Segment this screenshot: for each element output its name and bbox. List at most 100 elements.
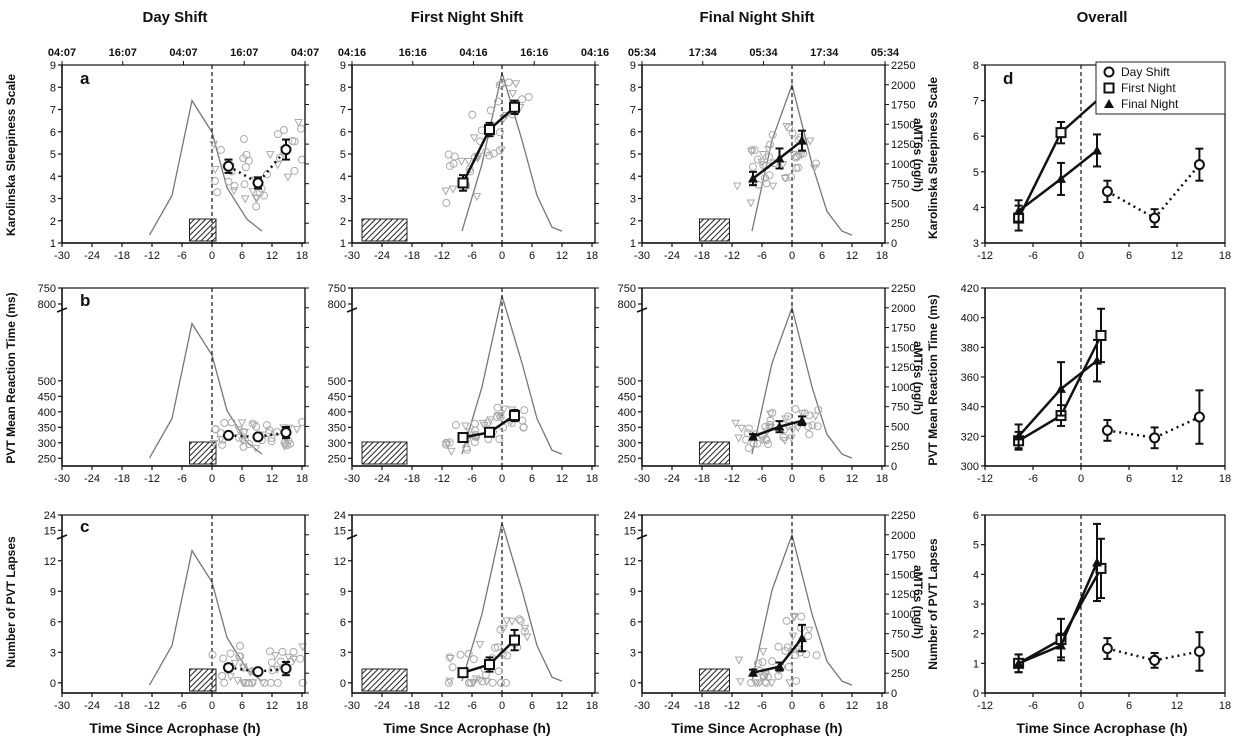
y-tick-label: 350 [328,422,346,434]
x-tick-label: -30 [54,250,70,262]
y-tick-label: 450 [328,391,346,403]
individual-point [469,655,478,664]
individual-point [781,173,790,182]
individual-point [461,422,470,431]
panel-frame [641,64,886,244]
y-tick-label: 6 [340,127,346,139]
mean-marker [509,634,520,646]
individual-point [813,422,822,431]
y2-tick-label: 1750 [891,323,915,335]
mean-marker [1101,643,1113,654]
mean-marker [223,160,234,172]
y-tick-label: 380 [961,342,979,354]
y-tick-label: 6 [50,127,56,139]
individual-point [211,425,220,434]
individual-point [270,652,280,661]
individual-point [493,412,502,421]
y2-tick-label: 2250 [891,283,915,295]
x-tick-label: -12 [434,473,450,485]
y-tick-label: 750 [328,283,346,295]
y-tick-label: 3 [630,194,636,206]
legend-label-final-night: Final Night [1121,97,1179,111]
x-tick-label: 18 [876,700,888,712]
individual-point [290,137,299,146]
legend-marker-day [1103,66,1115,78]
x-tick-label: -18 [114,473,130,485]
x-tick-label: -12 [977,250,993,262]
x-tick-label: -24 [664,473,680,485]
individual-point [795,648,804,657]
y-tick-label: 1 [340,238,346,250]
x-tick-label: 0 [209,250,215,262]
individual-point [448,663,457,672]
x-tick-label: 6 [819,473,825,485]
x-tick-label: 18 [1219,473,1231,485]
mean-marker [1149,654,1161,666]
individual-point [445,438,454,447]
y2-tick-label: 2250 [891,510,915,522]
individual-point [465,428,474,437]
y-tick-label: 500 [618,376,636,388]
column-title-first-night: First Night Shift [411,9,524,26]
individual-point [774,671,783,680]
individual-point [747,678,756,687]
individual-point [283,173,293,182]
x-tick-label: -30 [54,473,70,485]
panel-r1-c1: 250 300 350 400 450 500 750 800 -30 -24 -18 -12 -6 0 6… [328,283,599,485]
mean-marker [1013,658,1024,668]
y2-tick-label: 500 [891,648,909,660]
individual-point [789,613,799,623]
y2-tick-label: 1500 [891,342,915,354]
amt6s-profile [461,522,563,682]
x-tick-label: -6 [467,700,477,712]
x-tick-label: -12 [724,473,740,485]
x-tick-label: 12 [846,473,858,485]
x-tick-label: -12 [977,700,993,712]
clock-tick-label: 04:16 [459,47,487,59]
y-tick-label: 8 [973,60,979,72]
individual-point [267,437,276,446]
mean-marker [774,421,785,431]
x-tick-label: 12 [556,473,568,485]
individual-point [493,643,502,652]
amt6s-profile [751,82,853,236]
individual-point [238,679,248,688]
individual-point [475,676,484,685]
y-tick-label: 0 [630,678,636,690]
y-tick-label: 400 [618,407,636,419]
individual-point [515,615,524,624]
x-tick-label: -6 [757,250,767,262]
y2-tick-label: 1000 [891,159,915,171]
clock-tick-label: 05:34 [871,47,900,59]
y-tick-label: 450 [38,391,56,403]
y-tick-label: 5 [973,167,979,179]
panel-letter-d: d [1003,69,1013,88]
y-tick-label: 7 [630,105,636,117]
x-tick-label: 6 [529,700,535,712]
clock-tick-label: 04:07 [169,47,197,59]
mean-marker [1095,329,1107,341]
y-tick-label: 750 [38,283,56,295]
mean-marker [774,153,785,163]
individual-point [252,202,261,211]
legend-label-day: Day Shift [1121,65,1170,79]
y2-tick-label: 750 [891,179,909,191]
y-tick-label: 300 [961,461,979,473]
individual-point [451,421,460,430]
amt6s-profile [148,98,263,236]
individual-point [812,651,821,660]
individual-point [248,678,257,687]
individual-point [233,677,242,686]
y-tick-label: 12 [624,556,636,568]
axis-break [56,534,68,540]
individual-point [248,188,258,197]
individual-point [237,419,247,428]
individual-point [236,652,245,661]
sleep-bar [189,668,217,692]
x-tick-label: -12 [144,473,160,485]
mean-marker [484,659,495,671]
y2-tick-label: 0 [891,461,897,473]
x-tick-label: -6 [177,473,187,485]
individual-point [770,159,779,168]
